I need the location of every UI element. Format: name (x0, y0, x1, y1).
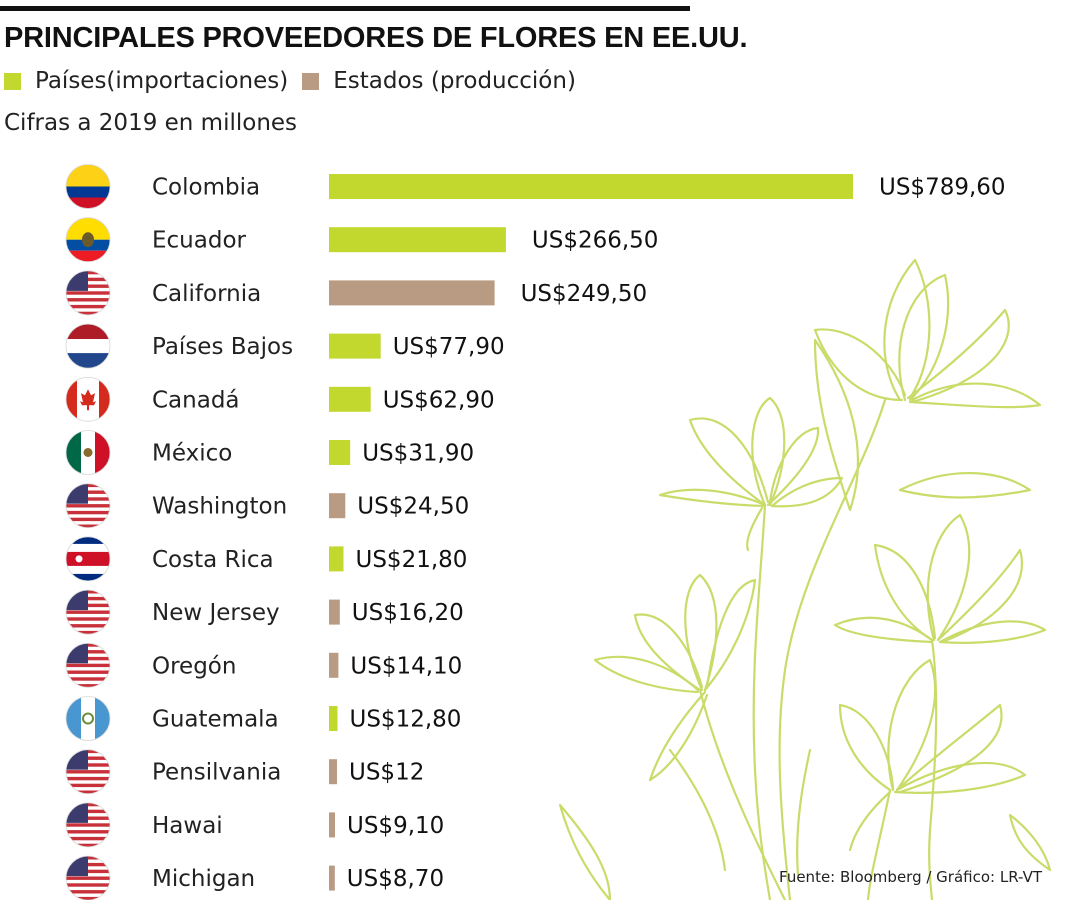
category-label: California (152, 281, 261, 307)
chart-subtitle: Cifras a 2019 en millones (4, 110, 298, 136)
value-label: US$62,90 (383, 387, 495, 413)
usa-flag-icon (65, 483, 111, 529)
usa-flag-icon (65, 270, 111, 316)
bar-row: Colombia US$789,60 (65, 164, 1006, 209)
bar (329, 812, 335, 838)
bar-row: Oregón US$14,10 (65, 642, 462, 688)
netherlands-flag-icon (65, 323, 111, 369)
value-label: US$21,80 (356, 547, 468, 573)
value-label: US$31,90 (362, 441, 474, 467)
bar (329, 546, 344, 572)
bar-row: Hawai US$9,10 (65, 802, 444, 848)
usa-flag-icon (65, 642, 111, 688)
value-label: US$14,10 (350, 653, 462, 679)
value-label: US$266,50 (532, 228, 659, 254)
bar (329, 174, 853, 199)
value-label: US$24,50 (357, 494, 469, 520)
legend-swatch-countries (4, 72, 21, 90)
category-label: Washington (152, 494, 287, 520)
bar-row: Pensilvania US$12 (65, 749, 424, 795)
bar (329, 493, 346, 519)
bar (329, 599, 340, 625)
chart-title: PRINCIPALES PROVEEDORES DE FLORES EN EE.… (4, 22, 748, 54)
value-label: US$8,70 (347, 866, 444, 892)
bar (329, 759, 337, 785)
category-label: Oregón (152, 653, 236, 679)
canada-flag-icon (65, 376, 111, 422)
legend-label-countries: Países(importaciones) (35, 68, 289, 94)
legend-label-states: Estados (producción) (333, 68, 576, 94)
category-label: Hawai (152, 813, 223, 839)
value-label: US$12,80 (350, 707, 462, 733)
value-label: US$77,90 (393, 334, 505, 360)
title-rule (0, 6, 690, 11)
bar-row: California US$249,50 (65, 270, 648, 316)
flower-illustration (558, 258, 1052, 900)
usa-flag-icon (65, 749, 111, 795)
bar (329, 227, 506, 253)
costa-rica-flag-icon (65, 536, 111, 582)
guatemala-flag-icon (65, 696, 111, 741)
category-label: Canadá (152, 387, 240, 413)
usa-flag-icon (65, 855, 111, 900)
colombia-flag-icon (65, 164, 111, 209)
bar (329, 865, 335, 891)
ecuador-flag-icon (65, 217, 111, 263)
value-label: US$789,60 (879, 175, 1006, 201)
bar-row: Países Bajos US$77,90 (65, 323, 505, 369)
bar (329, 440, 351, 465)
bar-row: Michigan US$8,70 (65, 855, 444, 900)
usa-flag-icon (65, 589, 111, 635)
bar-row: Washington US$24,50 (65, 483, 469, 529)
category-label: Michigan (152, 866, 255, 892)
bar-row: Canadá US$62,90 (65, 376, 495, 422)
source-note: Fuente: Bloomberg / Gráfico: LR-VT (779, 868, 1042, 886)
legend: Países(importaciones) Estados (producció… (4, 64, 590, 98)
bar-row: New Jersey US$16,20 (65, 589, 464, 635)
category-label: Ecuador (152, 228, 247, 254)
bar (329, 333, 381, 359)
category-label: Países Bajos (152, 334, 293, 360)
bar (329, 652, 339, 678)
category-label: Guatemala (152, 707, 279, 733)
bar (329, 386, 371, 412)
value-label: US$12 (349, 760, 424, 786)
bar-row: Guatemala US$12,80 (65, 696, 462, 741)
category-label: Pensilvania (152, 760, 281, 786)
category-label: Colombia (152, 175, 260, 201)
value-label: US$16,20 (352, 600, 464, 626)
mexico-flag-icon (65, 430, 111, 475)
bar-row: Costa Rica US$21,80 (65, 536, 468, 582)
category-label: México (152, 441, 232, 467)
bar-row: México US$31,90 (65, 430, 474, 475)
value-label: US$9,10 (347, 813, 444, 839)
bar (329, 706, 338, 731)
legend-swatch-states (302, 72, 320, 90)
value-label: US$249,50 (521, 281, 648, 307)
category-label: Costa Rica (152, 547, 274, 573)
bar-row: Ecuador US$266,50 (65, 217, 659, 263)
usa-flag-icon (65, 802, 111, 848)
bar (329, 280, 495, 306)
category-label: New Jersey (152, 600, 280, 626)
